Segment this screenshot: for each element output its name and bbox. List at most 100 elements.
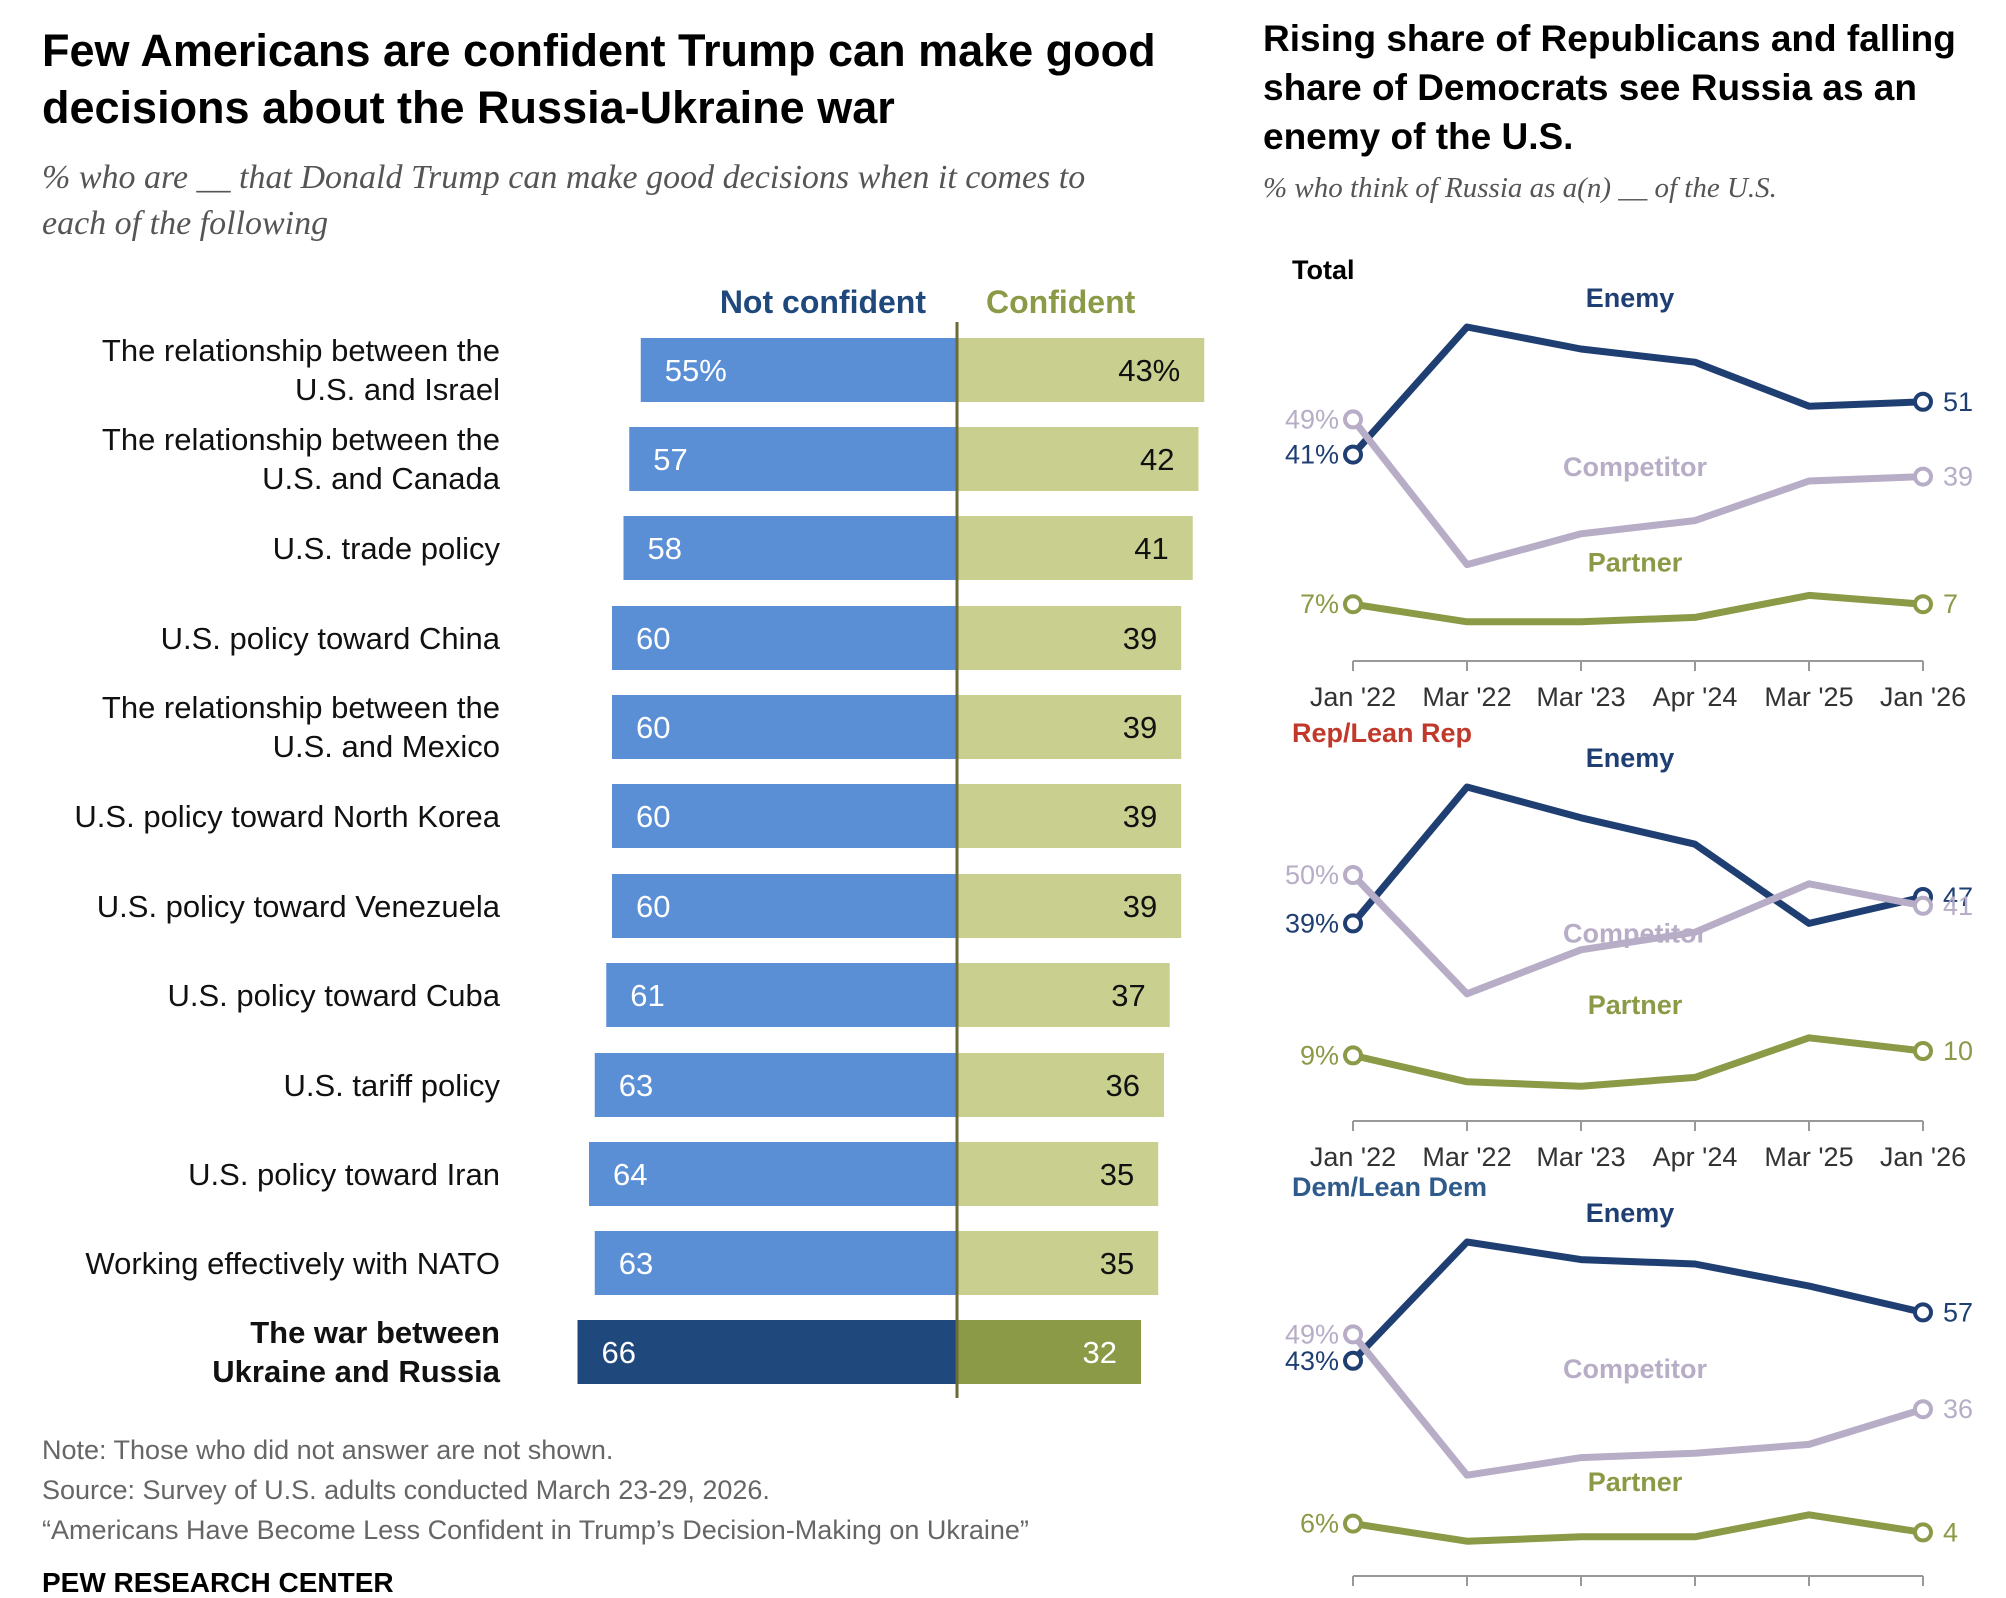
left-title-line1: Few Americans are confident Trump can ma… [42, 25, 1156, 76]
left-subtitle: % who are __ that Donald Trump can make … [42, 155, 1272, 247]
bar-value-not-confident: 60 [636, 799, 670, 834]
total-enemy-marker [1343, 444, 1363, 465]
left-title: Few Americans are confident Trump can ma… [42, 22, 1272, 136]
category-label-line: U.S. policy toward North Korea [74, 798, 500, 834]
rep-partner-marker [1913, 1041, 1933, 1061]
dem-competitor-line [1349, 1330, 1927, 1479]
dem-partner-end-label: 4 [1943, 1517, 1958, 1547]
category-label-line: Ukraine and Russia [212, 1354, 500, 1389]
category-label-line: The relationship between the [101, 422, 500, 457]
rep-competitor-name-label: Competitor [1563, 919, 1707, 949]
bar-not-confident [577, 1320, 957, 1384]
rep-partner-line [1349, 1034, 1927, 1090]
note-text: Note: Those who did not answer are not s… [42, 1435, 614, 1465]
category-label: U.S. policy toward North Korea [30, 797, 500, 836]
total-competitor-line [1349, 415, 1927, 569]
bar-not-confident [612, 695, 957, 759]
rep-x-tick-label: Jan '26 [1880, 1142, 1966, 1172]
dem-group-title: Dem/Lean Dem [1292, 1172, 1487, 1202]
category-label: U.S. tariff policy [30, 1066, 500, 1105]
category-label-line: U.S. policy toward Venezuela [96, 888, 500, 924]
bar-confident [957, 338, 1205, 402]
total-competitor-marker [1343, 409, 1363, 430]
total-partner-name-label: Partner [1588, 547, 1683, 577]
bar-value-confident: 35 [1100, 1246, 1134, 1281]
total-competitor-start-label: 49% [1285, 404, 1339, 434]
category-label-line: U.S. and Israel [294, 372, 500, 407]
category-label: The relationship between the U.S. and Can… [30, 420, 500, 498]
bar-value-confident: 39 [1123, 889, 1157, 924]
bar-value-not-confident: 60 [636, 710, 670, 745]
total-partner-marker [1343, 594, 1363, 615]
rep-competitor-marker [1343, 865, 1363, 885]
right-title: Rising share of Republicans and falling … [1263, 14, 2003, 161]
total-enemy-marker [1913, 391, 1933, 412]
rep-enemy-line [1349, 783, 1927, 927]
category-label-line: The war between [250, 1315, 500, 1350]
rep-enemy-marker [1343, 913, 1363, 934]
total-enemy-end-label: 51 [1943, 387, 1973, 417]
rep-enemy-start-label: 39% [1285, 908, 1339, 938]
total-enemy-line [1349, 323, 1927, 459]
rep-x-tick-label: Mar '25 [1764, 1142, 1853, 1172]
bar-confident [957, 606, 1182, 670]
category-label: Working effectively with NATO [30, 1244, 500, 1283]
bar-value-not-confident: 58 [648, 531, 682, 566]
bar-not-confident [612, 606, 957, 670]
bar-value-confident: 39 [1123, 710, 1157, 745]
bar-value-confident: 32 [1083, 1335, 1117, 1370]
rep-enemy-end-label: 47 [1943, 882, 1973, 912]
russia-perception-line-charts: Total Jan '22 Mar '22 Mar '23 Apr '24 Mar '25… [1285, 255, 1973, 1586]
category-label: U.S. policy toward China [30, 619, 500, 658]
bar-value-confident: 39 [1123, 799, 1157, 834]
total-x-tick-label: Mar '25 [1764, 682, 1853, 712]
bar-value-confident: 43% [1118, 353, 1180, 388]
rep-partner-name-label: Partner [1588, 990, 1683, 1020]
bar-value-confident: 36 [1106, 1068, 1140, 1103]
dem-enemy-line [1349, 1238, 1927, 1365]
category-label: The war between Ukraine and Russia [30, 1313, 500, 1391]
total-x-tick-label: Apr '24 [1653, 682, 1738, 712]
bar-confident [957, 784, 1182, 848]
rep-competitor-marker [1913, 895, 1933, 916]
bar-not-confident [606, 963, 957, 1027]
bar-value-not-confident: 63 [619, 1068, 653, 1103]
bar-not-confident [623, 516, 957, 580]
category-label-line: U.S. trade policy [272, 530, 500, 566]
confidence-bar-chart: Not confident Confident 55% 43% 57 42 58 41 60 39… [577, 284, 1205, 1398]
bar-value-confident: 35 [1100, 1157, 1134, 1192]
bar-value-not-confident: 60 [636, 889, 670, 924]
total-partner-line [1349, 591, 1927, 626]
total-group-title: Total [1292, 255, 1355, 285]
right-title-line2: share of Democrats see Russia as an [1263, 67, 1917, 108]
total-enemy-name-label: Enemy [1586, 283, 1675, 313]
category-label: The relationship between the U.S. and Isr… [30, 331, 500, 409]
bar-value-not-confident: 60 [636, 621, 670, 656]
category-label-line: U.S. policy toward Cuba [167, 977, 500, 1013]
category-label-line: Working effectively with NATO [85, 1245, 500, 1281]
bar-value-not-confident: 55% [665, 353, 727, 388]
left-subtitle-line2: each of the following [42, 205, 329, 242]
dem-partner-name-label: Partner [1588, 1467, 1683, 1497]
total-x-tick-label: Mar '23 [1536, 682, 1625, 712]
bar-not-confident [612, 874, 957, 938]
dem-partner-marker [1913, 1522, 1933, 1543]
rep-group-title: Rep/Lean Rep [1292, 718, 1472, 748]
rep-x-tick-label: Mar '22 [1422, 1142, 1511, 1172]
left-subtitle-line1: % who are __ that Donald Trump can make … [42, 159, 1086, 196]
bar-confident [957, 516, 1193, 580]
bar-value-not-confident: 63 [619, 1246, 653, 1281]
category-label-line: The relationship between the [101, 690, 500, 725]
bar-not-confident [594, 1053, 957, 1117]
right-title-line1: Rising share of Republicans and falling [1263, 18, 1956, 59]
rep-competitor-line [1349, 871, 1927, 998]
bar-not-confident [594, 1231, 957, 1295]
dem-partner-start-label: 6% [1300, 1509, 1339, 1539]
header-confident: Confident [986, 284, 1136, 320]
category-label-line: U.S. policy toward China [160, 620, 500, 656]
dem-enemy-name-label: Enemy [1586, 1198, 1675, 1228]
bar-confident [957, 427, 1199, 491]
bar-value-not-confident: 61 [630, 978, 664, 1013]
bar-value-confident: 42 [1140, 442, 1174, 477]
bar-value-confident: 39 [1123, 621, 1157, 656]
